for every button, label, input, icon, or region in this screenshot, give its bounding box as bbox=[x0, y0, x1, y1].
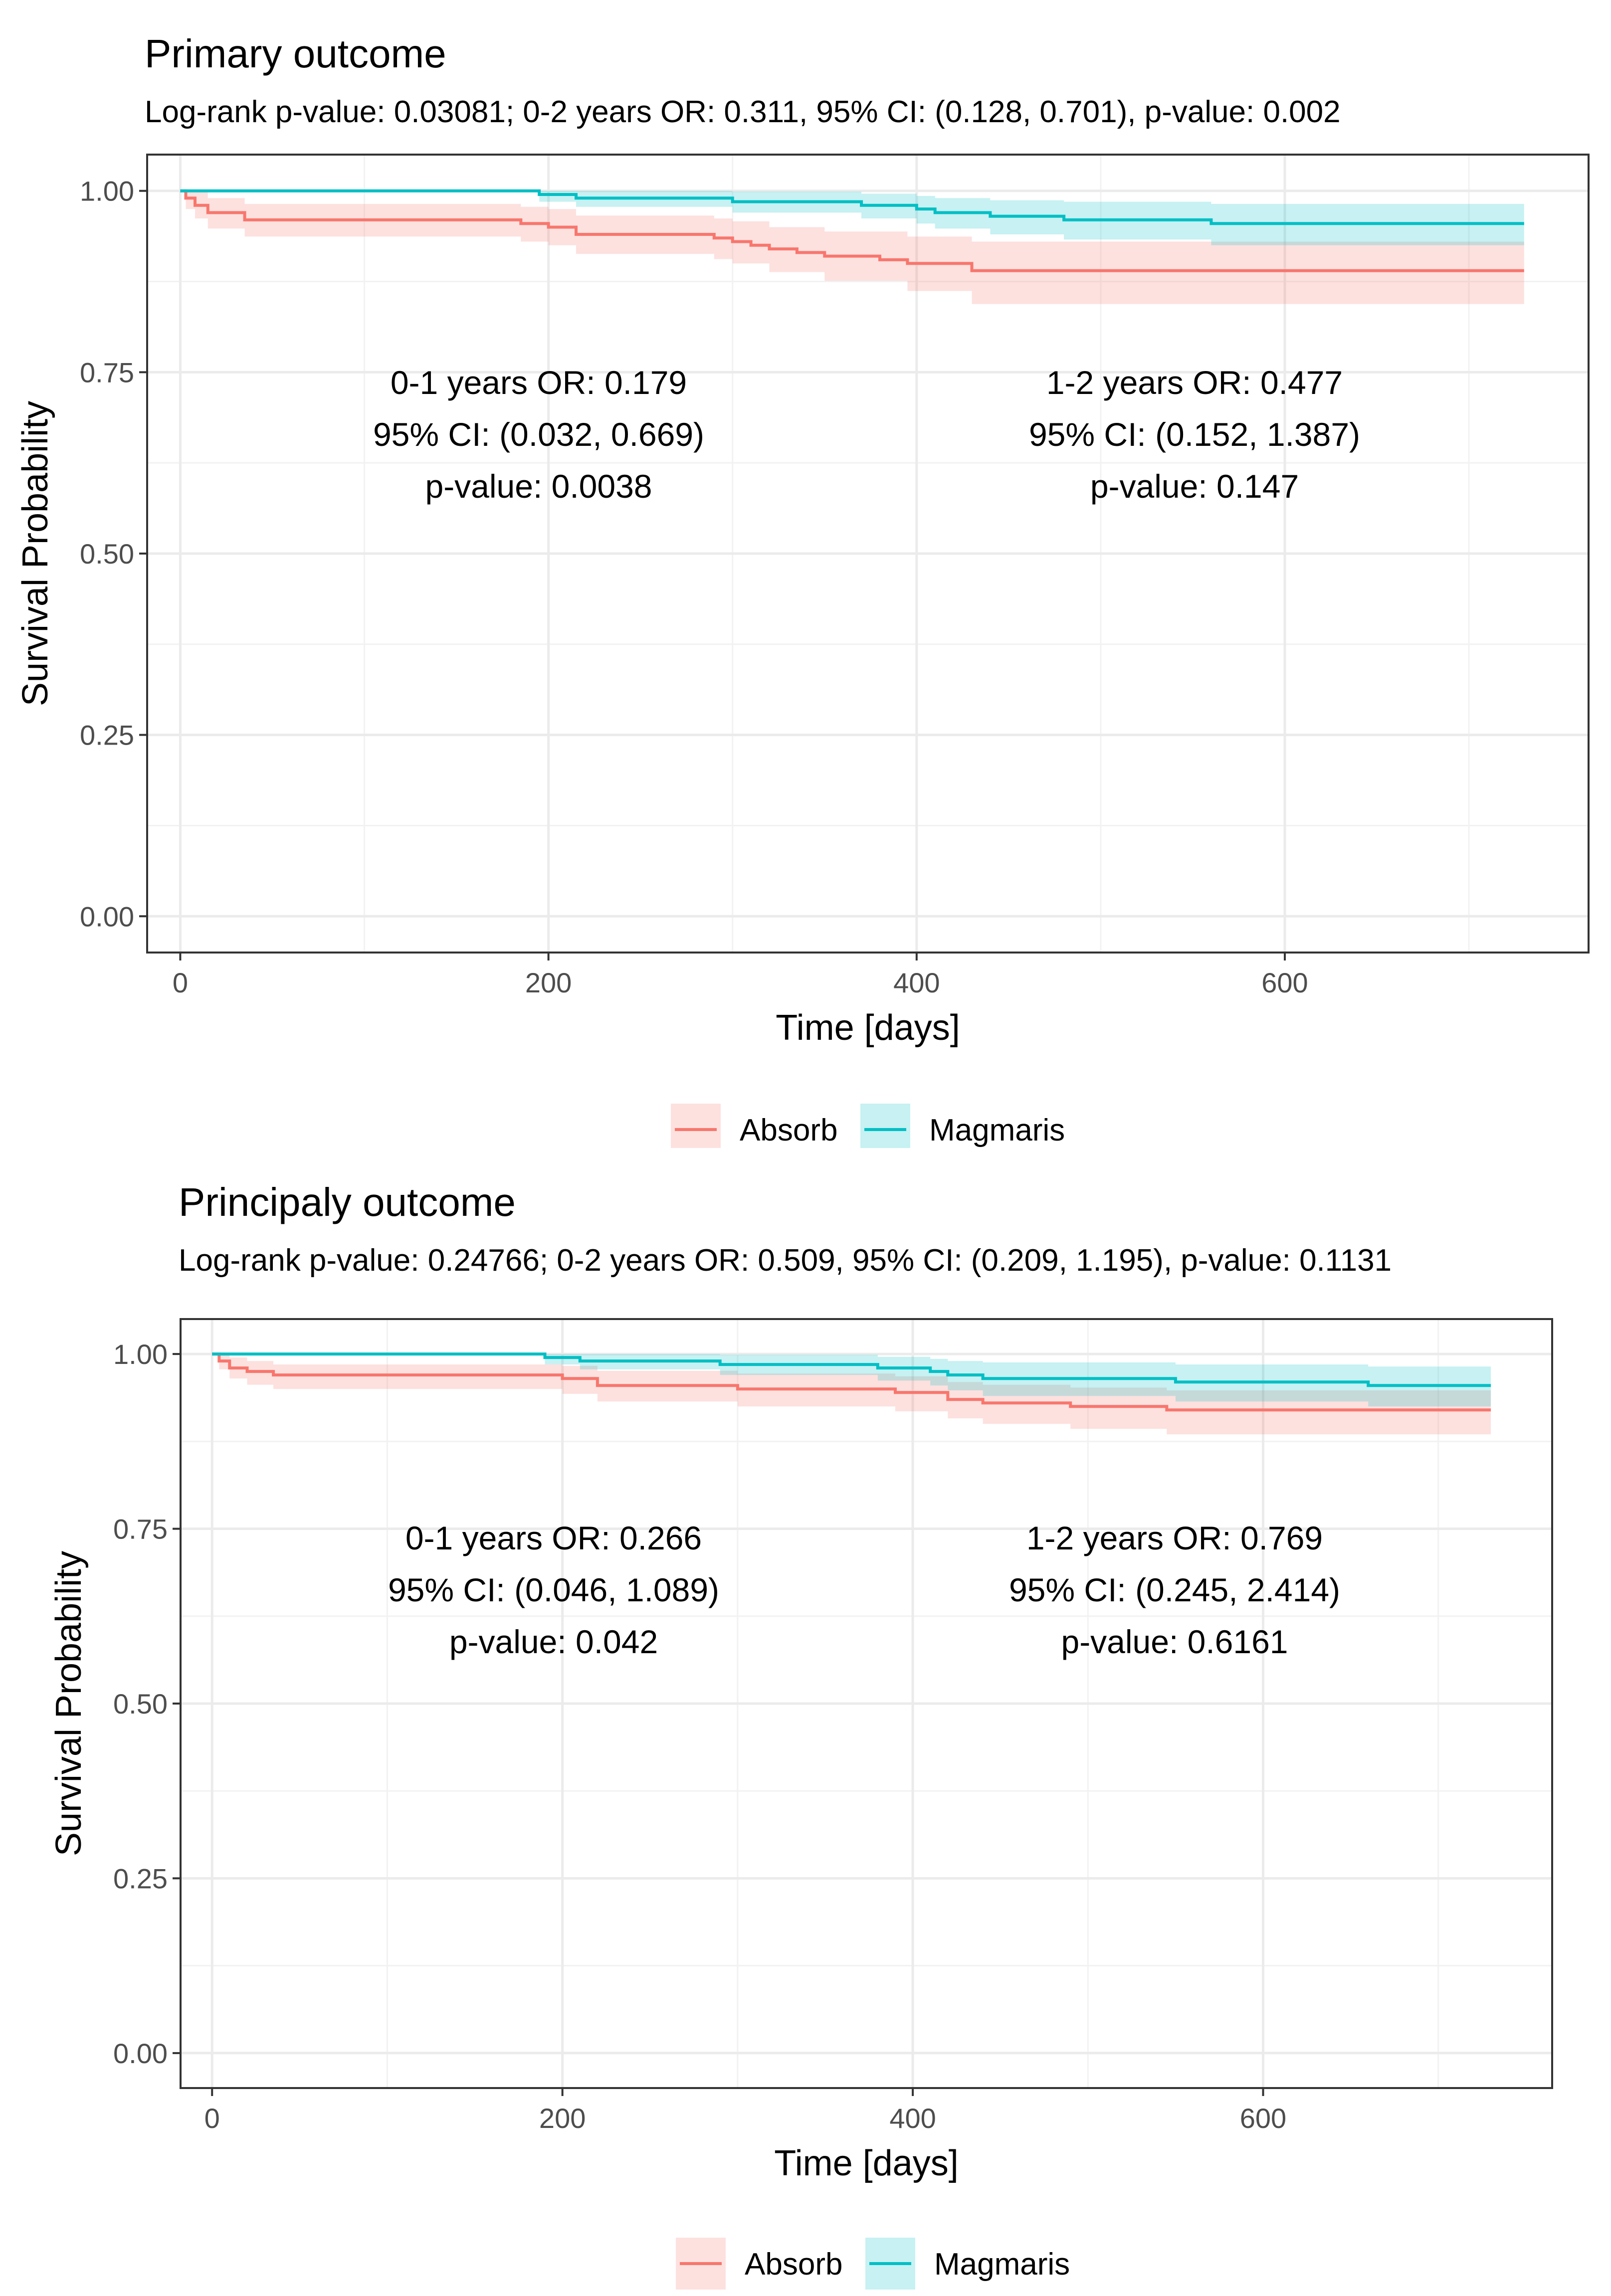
y-tick-label: 0.50 bbox=[113, 1688, 168, 1720]
survival-line-absorb bbox=[212, 1352, 1491, 1412]
annotation-text: 95% CI: (0.046, 1.089) bbox=[388, 1571, 719, 1608]
annotation-text: 0-1 years OR: 0.266 bbox=[405, 1520, 702, 1556]
survival-line-magmaris bbox=[180, 189, 1524, 225]
legend-label-absorb: Absorb bbox=[745, 2247, 842, 2282]
x-tick-label: 400 bbox=[893, 967, 940, 998]
y-tick-label: 0.25 bbox=[80, 720, 134, 751]
x-tick-label: 600 bbox=[1240, 2103, 1286, 2134]
plot-title: Principaly outcome bbox=[179, 1180, 516, 1224]
legend-label-absorb: Absorb bbox=[740, 1113, 837, 1148]
x-axis-title: Time [days] bbox=[774, 2143, 958, 2183]
annotation-text: 0-1 years OR: 0.179 bbox=[391, 364, 687, 401]
y-tick-label: 0.75 bbox=[80, 357, 134, 388]
y-tick-label: 0.25 bbox=[113, 1863, 168, 1894]
x-tick-label: 200 bbox=[539, 2103, 586, 2134]
survival-plot-primary: Primary outcome Log-rank p-value: 0.0308… bbox=[15, 31, 1590, 1148]
legend: Absorb Magmaris bbox=[671, 1104, 1065, 1148]
legend-label-magmaris: Magmaris bbox=[934, 2247, 1070, 2282]
plot-subtitle: Log-rank p-value: 0.03081; 0-2 years OR:… bbox=[145, 95, 1341, 129]
x-tick-label: 600 bbox=[1261, 967, 1308, 998]
annotation-text: 1-2 years OR: 0.477 bbox=[1046, 364, 1343, 401]
y-tick-label: 0.50 bbox=[80, 538, 134, 570]
annotation-text: 95% CI: (0.032, 0.669) bbox=[373, 416, 704, 453]
survival-plot-principaly: Principaly outcome Log-rank p-value: 0.2… bbox=[49, 1180, 1553, 2290]
annotation-text: p-value: 0.147 bbox=[1090, 468, 1299, 505]
plot-panel: 0.00 0.25 0.50 0.75 1.00 0 200 400 600 Time [days… bbox=[49, 1318, 1553, 2183]
y-tick-label: 0.00 bbox=[113, 2038, 168, 2069]
plot-title: Primary outcome bbox=[145, 31, 446, 76]
y-axis-title: Survival Probability bbox=[15, 401, 55, 706]
annotation-text: p-value: 0.0038 bbox=[425, 468, 652, 505]
legend-key-band bbox=[860, 1104, 910, 1148]
confidence-band-magmaris bbox=[212, 1354, 1491, 1407]
annotation-text: 95% CI: (0.152, 1.387) bbox=[1029, 416, 1360, 453]
annotation-text: p-value: 0.6161 bbox=[1061, 1623, 1288, 1660]
legend: Absorb Magmaris bbox=[676, 2238, 1070, 2290]
y-tick-label: 0.75 bbox=[113, 1514, 168, 1545]
survival-line-magmaris bbox=[212, 1352, 1491, 1387]
survival-line-absorb bbox=[180, 189, 1524, 272]
x-axis-title: Time [days] bbox=[776, 1008, 960, 1048]
legend-label-magmaris: Magmaris bbox=[929, 1113, 1065, 1148]
annotation-text: 1-2 years OR: 0.769 bbox=[1026, 1520, 1323, 1556]
plot-subtitle: Log-rank p-value: 0.24766; 0-2 years OR:… bbox=[179, 1243, 1392, 1278]
y-tick-label: 1.00 bbox=[80, 176, 134, 207]
annotation-text: 95% CI: (0.245, 2.414) bbox=[1009, 1571, 1340, 1608]
legend-key-band bbox=[671, 1104, 721, 1148]
x-tick-label: 200 bbox=[525, 967, 572, 998]
confidence-band-magmaris bbox=[180, 191, 1524, 245]
y-tick-label: 0.00 bbox=[80, 901, 134, 932]
annotation-text: p-value: 0.042 bbox=[449, 1623, 658, 1660]
x-tick-label: 0 bbox=[173, 967, 188, 998]
y-axis-title: Survival Probability bbox=[49, 1551, 89, 1856]
x-tick-label: 400 bbox=[889, 2103, 936, 2134]
plot-panel: 0.00 0.25 0.50 0.75 1.00 0 200 400 600 Time [days… bbox=[15, 154, 1590, 1048]
x-tick-label: 0 bbox=[204, 2103, 220, 2134]
y-tick-label: 1.00 bbox=[113, 1339, 168, 1370]
